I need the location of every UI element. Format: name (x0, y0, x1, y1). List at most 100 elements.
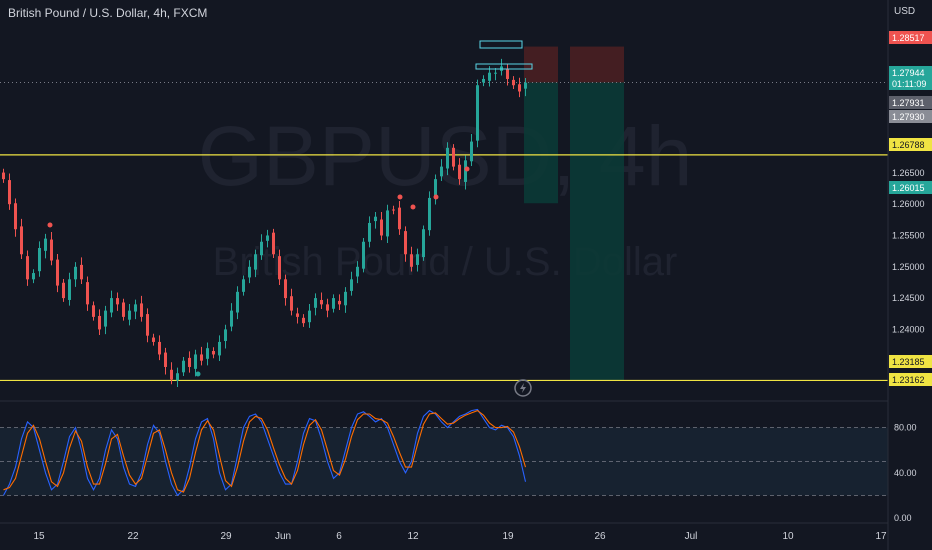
pivot-dot (195, 371, 201, 377)
pivot-dot (464, 166, 470, 172)
candle-body (32, 273, 35, 280)
candle-body (398, 207, 401, 230)
time-tick-label: 22 (127, 531, 139, 542)
candle-body (128, 310, 131, 320)
candle (56, 253, 59, 293)
candle (176, 367, 179, 388)
stop-zone-left[interactable] (524, 46, 558, 83)
candle-body (170, 369, 173, 380)
candle-body (296, 313, 299, 317)
stop-zone-right[interactable] (570, 46, 624, 83)
candle-body (74, 266, 77, 280)
candle (524, 78, 527, 97)
candle (416, 248, 419, 272)
candle (44, 233, 47, 259)
candle (482, 75, 485, 87)
price-badge-bg (889, 96, 932, 109)
candle-body (194, 354, 197, 369)
candle (230, 303, 233, 332)
candle-body (2, 172, 5, 180)
candle-body (50, 239, 53, 261)
candle-body (20, 226, 23, 255)
candle-body (152, 337, 155, 342)
candle-body (26, 256, 29, 280)
price-badge-text: 1.27930 (892, 112, 925, 122)
candle-body (122, 302, 125, 317)
candle-body (110, 298, 113, 313)
candle-body (458, 164, 461, 180)
candle-body (350, 279, 353, 291)
axis-layer: 1.270001.265001.260001.255001.250001.245… (33, 31, 932, 542)
currency-label: USD (894, 6, 916, 17)
price-badge: 1.26788 (889, 138, 932, 151)
target-zone-right[interactable] (570, 82, 624, 381)
time-tick-label: 19 (502, 531, 514, 542)
candle (74, 262, 77, 287)
candle (14, 198, 17, 237)
candle (212, 347, 215, 359)
time-tick-label: 17 (875, 531, 887, 542)
candle (458, 158, 461, 185)
candle (218, 335, 221, 362)
target-zone-left[interactable] (524, 82, 558, 204)
candle (356, 261, 359, 284)
alert-icon[interactable] (514, 379, 532, 397)
time-tick-label: 12 (407, 531, 419, 542)
price-badge-bg (889, 355, 932, 368)
candle-body (332, 298, 335, 309)
candle (20, 218, 23, 259)
candle (32, 269, 35, 284)
candle-body (182, 360, 185, 373)
candle-body (200, 354, 203, 361)
candle-body (308, 310, 311, 323)
candle (146, 308, 149, 343)
candle-body (362, 241, 365, 269)
candle-body (254, 254, 257, 270)
candle (410, 246, 413, 272)
chart-title: British Pound / U.S. Dollar, 4h, FXCM (8, 6, 208, 20)
candle-body (506, 69, 509, 79)
candle (272, 228, 275, 259)
candle (170, 362, 173, 385)
pivot-dot (397, 194, 403, 200)
candle-body (446, 147, 449, 169)
candle (440, 159, 443, 182)
annotation-box-top[interactable] (479, 40, 523, 49)
candle-body (56, 259, 59, 286)
price-badge-bg (889, 373, 932, 386)
candle-body (392, 209, 395, 211)
candle (470, 134, 473, 166)
candle-body (284, 279, 287, 299)
candle-body (338, 300, 341, 305)
candle (68, 272, 71, 306)
candle-body (68, 279, 71, 300)
candle-body (80, 264, 83, 280)
candle (194, 349, 197, 377)
candle (182, 356, 185, 377)
annotation-box-bottom[interactable] (475, 63, 533, 70)
candle (326, 298, 329, 318)
price-badge-bg (889, 181, 932, 194)
candle (290, 288, 293, 316)
candle-body (452, 147, 455, 167)
candle (404, 226, 407, 262)
stoch-d-line (3, 409, 527, 493)
price-badge-text: 1.27931 (892, 98, 925, 108)
candle-body (8, 180, 11, 205)
candle (476, 79, 479, 148)
candle-body (38, 248, 41, 272)
price-badge-text: 1.27944 (892, 68, 925, 78)
candle-body (416, 254, 419, 265)
price-badge: 1.23185 (889, 355, 932, 368)
candle (98, 309, 101, 336)
candle-body (404, 231, 407, 255)
candle (266, 229, 269, 248)
price-tick-label: 1.26000 (892, 199, 925, 209)
stoch-tick-label: 80.00 (894, 423, 917, 433)
price-badge: 1.26015 (889, 181, 932, 194)
candle (308, 304, 311, 328)
candle-body (326, 304, 329, 311)
candle (236, 286, 239, 320)
